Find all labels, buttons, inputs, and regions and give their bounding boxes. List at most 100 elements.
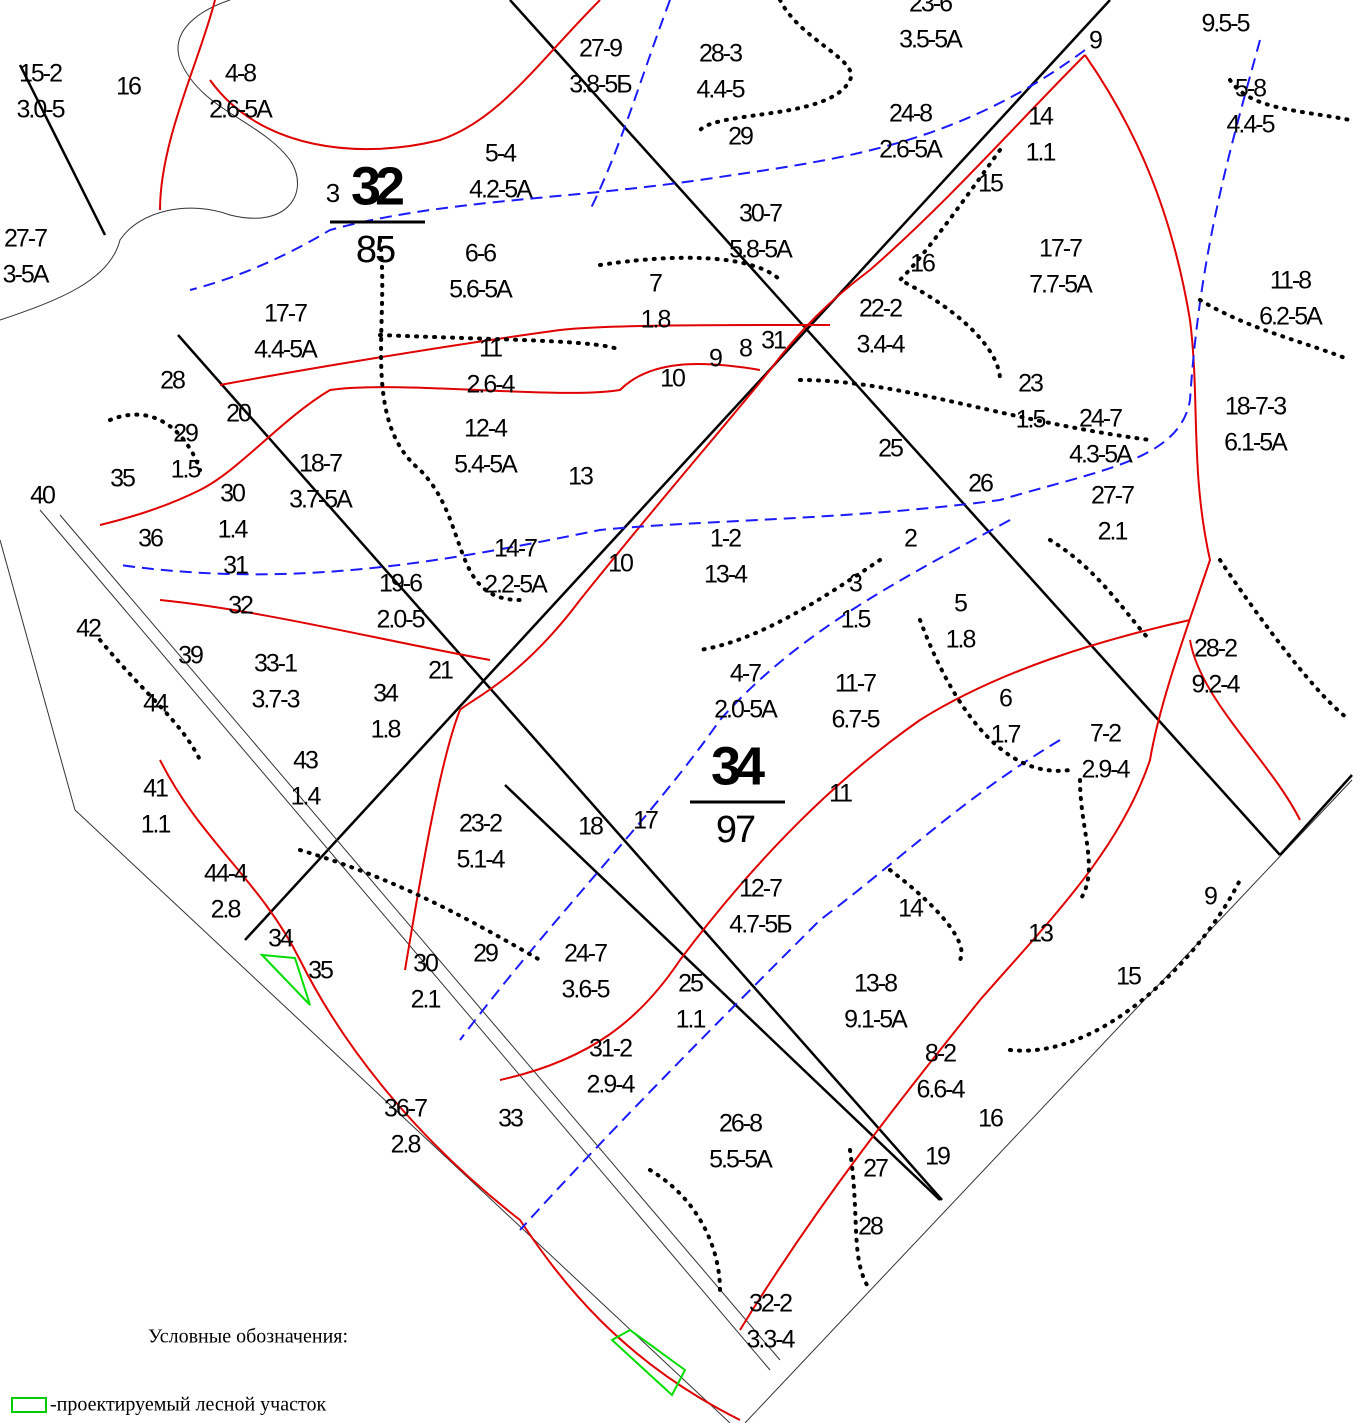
plot-label: 29 [728, 123, 753, 151]
plot-number: 26-8 [719, 1110, 762, 1138]
plot-number: 7-2 [1090, 720, 1121, 748]
plot-label: 19 [925, 1143, 950, 1171]
plot-info: 5.4-5А [454, 451, 518, 479]
plot-number: 28-3 [699, 40, 742, 68]
plot-info: 1.5 [1016, 406, 1046, 434]
plot-number: 14-7 [494, 535, 537, 563]
plot-label: 16 [116, 73, 141, 101]
plot-number: 15-2 [19, 60, 62, 88]
plot-number: 18-7-3 [1225, 393, 1286, 421]
plot-info: 1.1 [676, 1006, 706, 1034]
plot-label: 2 [904, 525, 917, 553]
plot-info: 2.0-5А [714, 696, 778, 724]
plot-label: 25 [878, 435, 903, 463]
plot-info: 1.8 [641, 306, 671, 334]
plot-number: 22-2 [859, 295, 902, 323]
plot-label: 18 [578, 813, 603, 841]
plot-info: 3.3-4 [747, 1326, 796, 1354]
stream [160, 600, 740, 1420]
plot-number: 4-8 [225, 60, 256, 88]
plot-info: 2.9-4 [1082, 756, 1131, 784]
plot-number: 14 [1028, 103, 1054, 131]
plot-label: 35 [110, 465, 135, 493]
plot-number: 30 [220, 480, 245, 508]
plot-label: 9 [1089, 27, 1102, 55]
plot-number: 23-6 [909, 0, 952, 18]
plot-number: 27-7 [4, 225, 47, 253]
plot-number: 17-7 [264, 300, 307, 328]
plot-number: 28-2 [1194, 635, 1237, 663]
plot-info: 2.0-5 [377, 606, 425, 634]
plot-label: 13 [1028, 920, 1053, 948]
plot-number: 31-2 [589, 1035, 632, 1063]
plot-label: 44 [143, 690, 169, 718]
plot-label: 9 [1204, 883, 1217, 911]
plot-info: 2.1 [411, 986, 441, 1014]
plot-label: 28 [160, 367, 185, 395]
quarter-area: 97 [716, 809, 755, 851]
plot-number: 4-7 [730, 660, 761, 688]
plot-number: 12-7 [739, 875, 782, 903]
plot-info: 2.2-5А [484, 571, 548, 599]
plot-info: 3.4-4 [857, 331, 906, 359]
plot-number: 3 [849, 570, 862, 598]
plot-info: 4.4-5 [1227, 111, 1275, 139]
plot-label: 40 [30, 482, 55, 510]
plot-info: 3.0-5 [17, 96, 65, 124]
plot-number: 27-7 [1091, 482, 1134, 510]
plot-number: 43 [293, 747, 318, 775]
plot-label: 13 [568, 463, 593, 491]
plot-label: 42 [76, 615, 101, 643]
plot-label: 26 [968, 470, 993, 498]
plot-info: 2.6-4 [467, 371, 516, 399]
plot-info: 1.5 [171, 456, 201, 484]
plot-info: 9.1-5А [844, 1006, 908, 1034]
plot-info: 3-5А [3, 261, 50, 289]
plot-info: 1.8 [371, 716, 401, 744]
plot-info: 2.8 [211, 896, 241, 924]
plot-info: 2.9-4 [587, 1071, 636, 1099]
plot-info: 1.1 [141, 811, 171, 839]
plot-label: 34 [268, 925, 294, 953]
plot-number: 18-7 [299, 450, 342, 478]
plot-number: 6 [999, 685, 1012, 713]
plot-number: 13-8 [854, 970, 897, 998]
plot-label: 16 [978, 1105, 1003, 1133]
plot-info: 9.2-4 [1192, 671, 1241, 699]
plot-number: 25 [678, 970, 703, 998]
plot-number: 17-7 [1039, 235, 1082, 263]
plot-number: 44-4 [204, 860, 248, 888]
plot-number: 32-2 [749, 1290, 792, 1318]
plot-number: 30-7 [739, 200, 782, 228]
plot-info: 2.6-5А [879, 136, 943, 164]
plot-info: 1.7 [991, 721, 1021, 749]
plot-number: 24-7 [564, 940, 607, 968]
plot-info: 4.7-5Б [729, 911, 792, 939]
plot-info: 3.7-3 [252, 686, 300, 714]
quarter-line [510, 0, 1280, 855]
quarter-area: 85 [356, 229, 395, 271]
plot-info: 6.7-5 [832, 706, 880, 734]
plot-number: 27-9 [579, 35, 622, 63]
plot-info: 1.4 [218, 516, 249, 544]
plot-label: 8 [739, 335, 752, 363]
legend-item: -проектируемый лесной участок [50, 1394, 326, 1416]
quarter-line [1280, 775, 1352, 855]
plot-number: 6-6 [465, 240, 496, 268]
plot-number: 19-6 [379, 570, 422, 598]
plot-info: 13-4 [704, 561, 748, 589]
plot-label: 21 [428, 657, 453, 685]
plot-number: 23 [1018, 370, 1043, 398]
plot-label: 10 [608, 550, 633, 578]
plot-number: 23-2 [459, 810, 502, 838]
quarter-number: 34 [711, 736, 765, 796]
plot-number: 5-8 [1235, 75, 1266, 103]
forest-map: 33285349715-23.0-54-82.6-5А27-93.8-5Б28-… [0, 0, 1364, 1423]
legend-swatch [12, 1398, 46, 1412]
plot-label: 15 [1116, 963, 1141, 991]
plot-label: 10 [660, 365, 685, 393]
plot-info: 3.6-5 [562, 976, 610, 1004]
plot-info: 3.8-5Б [569, 71, 632, 99]
plot-info: 3.7-5А [289, 486, 353, 514]
plot-number: 8-2 [925, 1040, 956, 1068]
